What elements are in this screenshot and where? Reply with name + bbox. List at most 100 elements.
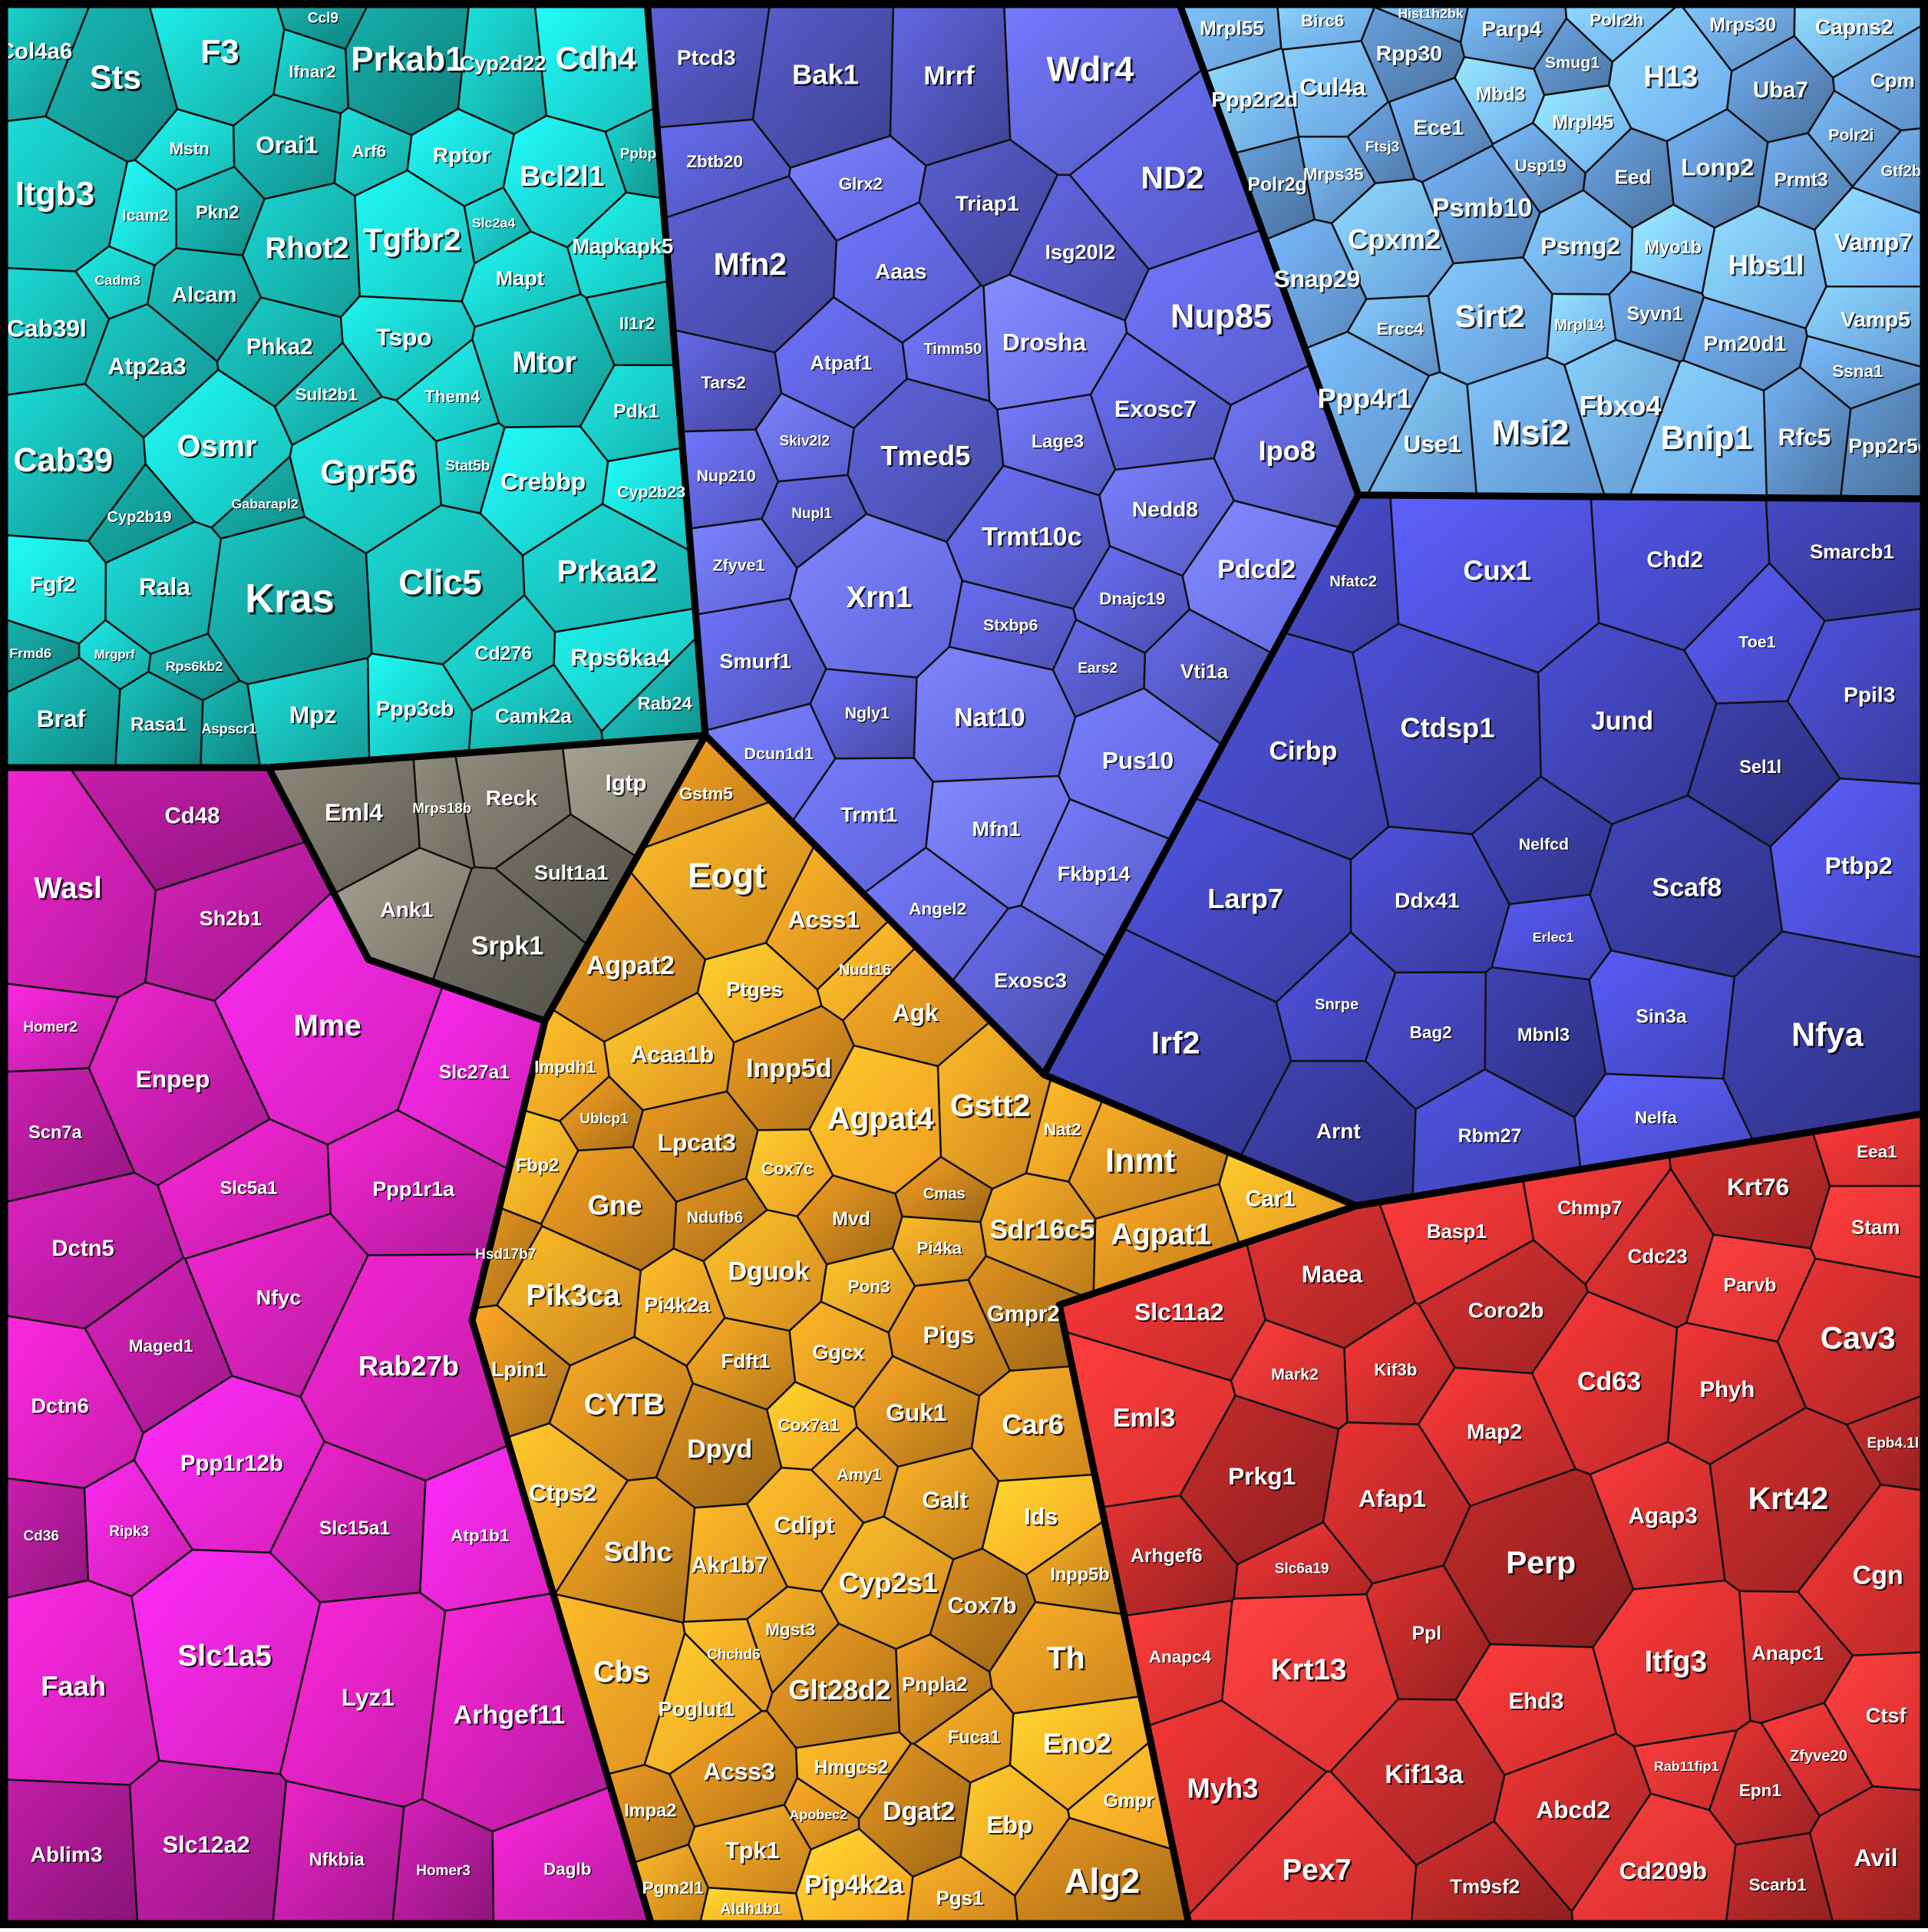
svg-text:Aldh1b1: Aldh1b1: [720, 1901, 781, 1918]
svg-text:Mbd3: Mbd3: [1476, 84, 1526, 105]
svg-text:Ppbp: Ppbp: [620, 146, 657, 162]
svg-text:Pex7: Pex7: [1283, 1854, 1352, 1887]
svg-text:Dctn5: Dctn5: [51, 1236, 114, 1261]
svg-text:Maea: Maea: [1302, 1260, 1363, 1287]
svg-text:Wdr4: Wdr4: [1047, 50, 1134, 89]
svg-text:Lpcat3: Lpcat3: [658, 1128, 736, 1156]
svg-text:Pi4k2a: Pi4k2a: [644, 1293, 711, 1316]
svg-text:Mrpl55: Mrpl55: [1200, 16, 1264, 39]
svg-text:Mrpl14: Mrpl14: [1554, 317, 1605, 334]
svg-text:Snrpe: Snrpe: [1315, 996, 1359, 1013]
svg-text:Srpk1: Srpk1: [471, 932, 544, 961]
svg-text:Mtor: Mtor: [512, 346, 576, 379]
svg-text:Ptbp2: Ptbp2: [1825, 852, 1893, 880]
svg-text:Mstn: Mstn: [169, 139, 210, 158]
svg-text:Cmas: Cmas: [923, 1186, 966, 1203]
svg-text:Atp2a3: Atp2a3: [107, 354, 186, 380]
svg-text:Cd276: Cd276: [475, 644, 532, 665]
svg-text:Alcam: Alcam: [172, 282, 237, 306]
svg-text:Nupl1: Nupl1: [791, 506, 832, 522]
svg-text:Amy1: Amy1: [837, 1465, 881, 1484]
svg-text:Inpp5b: Inpp5b: [1050, 1565, 1109, 1585]
svg-text:Arhgef11: Arhgef11: [454, 1701, 566, 1730]
svg-text:Slc11a2: Slc11a2: [1134, 1298, 1223, 1326]
svg-text:Rptor: Rptor: [433, 142, 490, 167]
svg-text:Sult1a1: Sult1a1: [534, 860, 608, 884]
svg-text:Polr2i: Polr2i: [1828, 126, 1874, 144]
svg-text:Exosc3: Exosc3: [994, 968, 1067, 992]
svg-text:Coro2b: Coro2b: [1468, 1297, 1544, 1322]
svg-text:Rasa1: Rasa1: [130, 715, 187, 735]
svg-text:Mme: Mme: [294, 1009, 362, 1042]
svg-text:Chchd6: Chchd6: [707, 1647, 761, 1663]
svg-text:Pgm2l1: Pgm2l1: [642, 1878, 704, 1897]
svg-text:Larp7: Larp7: [1207, 883, 1283, 914]
svg-text:Tm9sf2: Tm9sf2: [1450, 1874, 1520, 1897]
svg-text:Guk1: Guk1: [886, 1399, 946, 1426]
svg-text:Ftsj3: Ftsj3: [1365, 140, 1399, 156]
svg-text:Agk: Agk: [893, 999, 939, 1026]
svg-text:Mfn1: Mfn1: [972, 817, 1020, 841]
svg-text:Pdcd2: Pdcd2: [1217, 555, 1296, 584]
svg-text:Cav3: Cav3: [1821, 1320, 1896, 1356]
svg-text:Gtf2b: Gtf2b: [1881, 163, 1922, 180]
svg-text:Rhot2: Rhot2: [265, 232, 348, 265]
svg-text:Syvn1: Syvn1: [1627, 304, 1683, 325]
svg-text:Vamp5: Vamp5: [1841, 307, 1910, 332]
svg-text:Ndufb6: Ndufb6: [687, 1208, 744, 1227]
svg-text:Hsd17b7: Hsd17b7: [475, 1247, 536, 1263]
svg-text:Vti1a: Vti1a: [1180, 660, 1229, 683]
svg-text:Trmt1: Trmt1: [840, 803, 897, 827]
svg-text:Them4: Them4: [424, 387, 480, 406]
svg-text:Mrpl45: Mrpl45: [1552, 112, 1613, 133]
svg-text:Kras: Kras: [245, 577, 335, 622]
svg-text:Mfn2: Mfn2: [714, 246, 787, 282]
svg-text:Pi4ka: Pi4ka: [916, 1239, 962, 1258]
svg-text:Osmr: Osmr: [177, 429, 257, 463]
svg-text:Slc2a4: Slc2a4: [472, 215, 516, 230]
svg-text:Gstt2: Gstt2: [950, 1088, 1031, 1123]
svg-text:Fkbp14: Fkbp14: [1058, 861, 1131, 885]
svg-text:Cd36: Cd36: [23, 1528, 58, 1544]
svg-text:Ripk3: Ripk3: [109, 1524, 149, 1540]
svg-text:Nat2: Nat2: [1044, 1120, 1081, 1139]
svg-text:Lonp2: Lonp2: [1681, 153, 1754, 180]
svg-text:Eml4: Eml4: [325, 798, 383, 826]
svg-text:Il1r2: Il1r2: [619, 314, 655, 333]
svg-text:Homer2: Homer2: [23, 1019, 78, 1035]
svg-text:Phka2: Phka2: [246, 334, 313, 359]
svg-text:Glrx2: Glrx2: [839, 174, 883, 193]
svg-text:Zbtb20: Zbtb20: [686, 152, 743, 171]
svg-text:Sult2b1: Sult2b1: [295, 385, 357, 405]
svg-text:Nup85: Nup85: [1170, 299, 1272, 335]
svg-text:Jund: Jund: [1591, 706, 1653, 735]
svg-text:Sel1l: Sel1l: [1739, 758, 1781, 778]
svg-text:Wasl: Wasl: [34, 872, 102, 905]
svg-text:Rab11fip1: Rab11fip1: [1654, 1759, 1719, 1774]
svg-text:Anapc1: Anapc1: [1751, 1641, 1824, 1664]
svg-text:Scarb1: Scarb1: [1749, 1875, 1807, 1894]
svg-text:Msi2: Msi2: [1491, 413, 1569, 452]
svg-text:Cyp2b19: Cyp2b19: [107, 509, 171, 526]
svg-text:Acss1: Acss1: [788, 906, 860, 933]
svg-text:Ebp: Ebp: [986, 1811, 1032, 1838]
svg-text:Fbp2: Fbp2: [516, 1156, 559, 1176]
svg-text:Gpr56: Gpr56: [320, 454, 416, 490]
svg-text:Ears2: Ears2: [1078, 661, 1118, 677]
svg-text:Mrps18b: Mrps18b: [412, 800, 471, 816]
svg-text:Stat5b: Stat5b: [445, 458, 490, 474]
svg-text:Col4a6: Col4a6: [0, 38, 72, 64]
svg-text:Ctps2: Ctps2: [529, 1479, 596, 1507]
svg-text:Aspscr1: Aspscr1: [201, 722, 256, 737]
svg-text:Scn7a: Scn7a: [28, 1123, 82, 1143]
svg-text:Map2: Map2: [1467, 1419, 1522, 1444]
svg-text:Stam: Stam: [1851, 1216, 1900, 1239]
svg-text:Chmp7: Chmp7: [1557, 1198, 1622, 1219]
svg-text:Mapkapk5: Mapkapk5: [572, 234, 673, 258]
svg-text:Agpat4: Agpat4: [827, 1100, 934, 1135]
svg-text:Basp1: Basp1: [1427, 1220, 1487, 1243]
svg-text:Pm20d1: Pm20d1: [1703, 331, 1786, 355]
svg-text:Erlec1: Erlec1: [1533, 930, 1574, 945]
svg-text:Ppp2r2d: Ppp2r2d: [1211, 87, 1298, 111]
svg-text:Rfc5: Rfc5: [1778, 423, 1831, 451]
